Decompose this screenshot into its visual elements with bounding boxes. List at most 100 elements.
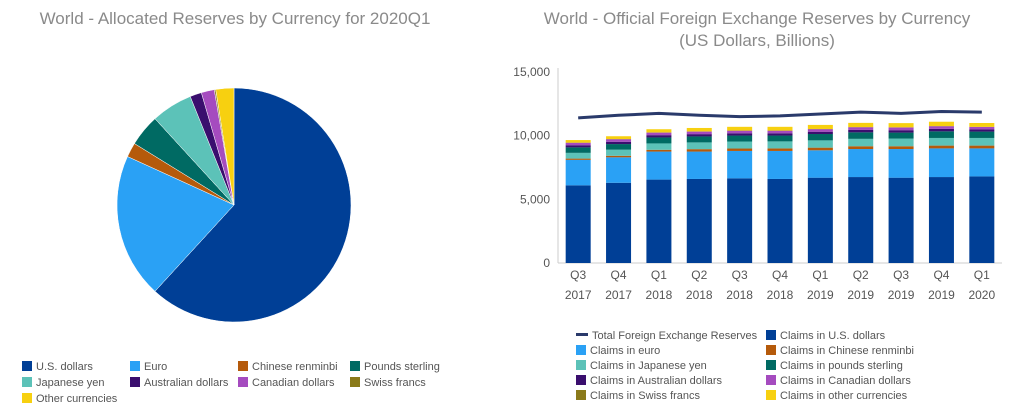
legend-swatch	[766, 375, 776, 385]
legend-swatch	[576, 345, 586, 355]
bar-segment-claims-in-other-currencies	[727, 126, 753, 131]
bar-segment-claims-in-chinese-renminbi	[646, 149, 672, 152]
bar-segment-claims-in-japanese-yen	[848, 138, 874, 147]
bar-segment-claims-in-euro	[565, 159, 591, 186]
x-tick-label-quarter: Q3	[732, 268, 748, 282]
bar-segment-claims-in-euro	[606, 157, 632, 183]
bar-segment-claims-in-u-s-dollars	[727, 178, 753, 263]
legend-swatch	[22, 393, 32, 403]
x-tick-label-year: 2019	[847, 288, 874, 302]
legend-swatch	[130, 361, 140, 371]
bar-segment-claims-in-japanese-yen	[565, 152, 591, 159]
x-tick-label-quarter: Q1	[651, 268, 667, 282]
bar-legend-item-claims-in-other-currencies: Claims in other currencies	[766, 389, 907, 403]
bar-segment-claims-in-pounds-sterling	[848, 132, 874, 139]
bar-segment-claims-in-u-s-dollars	[606, 182, 632, 263]
bar-segment-claims-in-australian-dollars	[565, 145, 591, 148]
y-tick-label: 15,000	[513, 65, 550, 79]
pie-slice-euro	[116, 156, 235, 292]
bar-segment-claims-in-u-s-dollars	[928, 177, 954, 263]
x-tick-label-year: 2020	[968, 288, 995, 302]
legend-swatch	[576, 390, 586, 400]
legend-label: Japanese yen	[36, 377, 105, 389]
bar-segment-claims-in-japanese-yen	[767, 141, 793, 149]
bar-segment-claims-in-chinese-renminbi	[888, 146, 914, 150]
bar-segment-claims-in-other-currencies	[767, 126, 793, 131]
total-reserves-line	[578, 109, 982, 120]
bar-segment-claims-in-pounds-sterling	[727, 135, 753, 142]
bar-chart-panel: World - Official Foreign Exchange Reserv…	[480, 0, 1024, 413]
bar-segment-claims-in-u-s-dollars	[565, 185, 591, 263]
bar-segment-claims-in-australian-dollars	[888, 130, 914, 133]
bar-segment-claims-in-pounds-sterling	[969, 131, 995, 138]
bar-segment-claims-in-japanese-yen	[606, 149, 632, 156]
x-tick-label-year: 2018	[767, 288, 794, 302]
bar-segment-claims-in-canadian-dollars	[686, 131, 712, 135]
legend-label: Claims in other currencies	[780, 390, 908, 402]
legend-swatch	[350, 377, 360, 387]
bar-legend-item-claims-in-australian-dollars: Claims in Australian dollars	[576, 374, 722, 388]
bar-segment-claims-in-pounds-sterling	[565, 147, 591, 153]
legend-label: Claims in U.S. dollars	[780, 330, 886, 342]
legend-label: Claims in Japanese yen	[590, 360, 707, 372]
bar-segment-claims-in-canadian-dollars	[606, 139, 632, 142]
bar-legend-item-claims-in-swiss-francs: Claims in Swiss francs	[576, 389, 700, 403]
legend-line-swatch	[576, 333, 588, 336]
legend-swatch	[766, 330, 776, 340]
legend-swatch	[766, 360, 776, 370]
pie-legend-item-australian-dollars: Australian dollars	[130, 376, 228, 390]
pie-legend-item-other-currencies: Other currencies	[22, 392, 117, 406]
bar-segment-claims-in-australian-dollars	[767, 133, 793, 136]
x-tick-label-quarter: Q2	[853, 268, 869, 282]
legend-label: Australian dollars	[144, 377, 229, 389]
legend-label: Claims in Chinese renminbi	[780, 345, 914, 357]
y-tick-label: 5,000	[520, 192, 550, 206]
bar-segment-claims-in-canadian-dollars	[848, 127, 874, 130]
legend-label: Canadian dollars	[252, 377, 335, 389]
x-tick-label-quarter: Q3	[570, 268, 586, 282]
bar-segment-claims-in-pounds-sterling	[646, 137, 672, 144]
legend-swatch	[238, 377, 248, 387]
bar-segment-claims-in-chinese-renminbi	[565, 158, 591, 160]
pie-legend-item-u-s-dollars: U.S. dollars	[22, 360, 93, 374]
legend-label: Swiss francs	[364, 377, 426, 389]
bar-legend-item-claims-in-chinese-renminbi: Claims in Chinese renminbi	[766, 344, 914, 358]
legend-swatch	[576, 360, 586, 370]
x-tick-label-year: 2018	[646, 288, 673, 302]
bar-segment-claims-in-canadian-dollars	[646, 132, 672, 136]
pie-chart-panel: World - Allocated Reserves by Currency f…	[0, 0, 470, 413]
bar-segment-claims-in-euro	[848, 149, 874, 178]
bar-segment-claims-in-other-currencies	[928, 121, 954, 127]
bar-legend-item-claims-in-pounds-sterling: Claims in pounds sterling	[766, 359, 903, 373]
bar-segment-claims-in-canadian-dollars	[807, 129, 833, 132]
bar-segment-claims-in-pounds-sterling	[807, 134, 833, 141]
pie-slice-other-currencies	[215, 87, 235, 206]
bar-segment-claims-in-euro	[969, 148, 995, 177]
bar-segment-claims-in-euro	[727, 150, 753, 179]
bar-segment-claims-in-australian-dollars	[928, 128, 954, 132]
pie-legend-item-pounds-sterling: Pounds sterling	[350, 360, 440, 374]
bar-segment-claims-in-u-s-dollars	[969, 176, 995, 263]
x-tick-label-quarter: Q4	[611, 268, 627, 282]
x-tick-label-year: 2019	[928, 288, 955, 302]
bar-chart-title: World - Official Foreign Exchange Reserv…	[490, 8, 1024, 52]
legend-swatch	[22, 377, 32, 387]
bar-segment-claims-in-canadian-dollars	[969, 127, 995, 130]
legend-label: Claims in Canadian dollars	[780, 375, 911, 387]
legend-swatch	[576, 375, 586, 385]
x-tick-label-year: 2018	[726, 288, 753, 302]
bar-segment-claims-in-u-s-dollars	[767, 178, 793, 263]
bar-segment-claims-in-australian-dollars	[807, 131, 833, 135]
bar-chart-title-text: World - Official Foreign Exchange Reserv…	[543, 9, 971, 28]
bar-segment-claims-in-australian-dollars	[606, 141, 632, 145]
stacked-bar-chart: 0 5,000 10,000 15,000 Q3 2017 Q4 2017 Q1 2018 Q2 20…	[513, 65, 1002, 302]
x-tick-label-year: 2018	[686, 288, 713, 302]
legend-label: Claims in pounds sterling	[780, 360, 903, 372]
legend-swatch	[238, 361, 248, 371]
bar-segment-claims-in-australian-dollars	[686, 134, 712, 137]
bar-segment-claims-in-chinese-renminbi	[727, 148, 753, 151]
bar-segment-claims-in-chinese-renminbi	[807, 147, 833, 151]
bar-segment-claims-in-other-currencies	[646, 129, 672, 133]
bar-segment-claims-in-japanese-yen	[686, 142, 712, 150]
bar-chart-subtitle: (US Dollars, Billions)	[679, 31, 835, 50]
